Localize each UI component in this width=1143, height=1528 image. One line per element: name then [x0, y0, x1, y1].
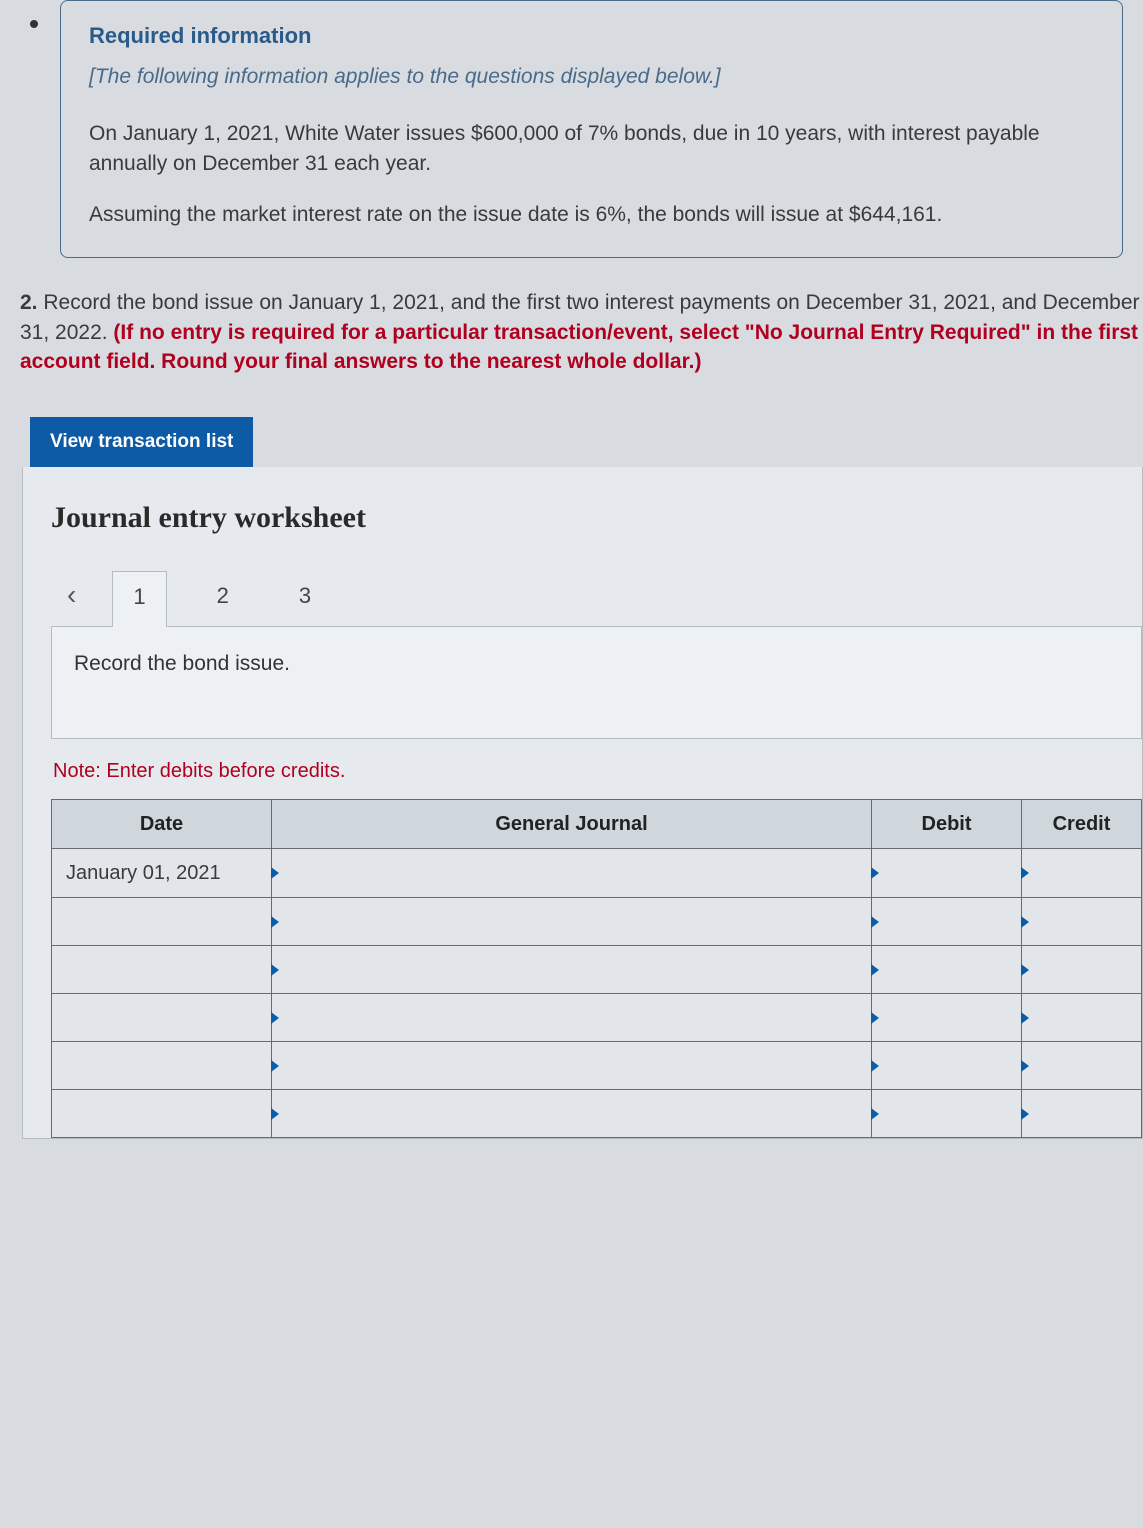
- date-cell[interactable]: [52, 898, 272, 946]
- dropdown-marker-icon: [271, 1060, 279, 1072]
- worksheet-title: Journal entry worksheet: [51, 497, 1142, 539]
- info-para-1: On January 1, 2021, White Water issues $…: [89, 119, 1094, 178]
- credit-cell[interactable]: [1022, 1042, 1142, 1090]
- credit-cell[interactable]: [1022, 898, 1142, 946]
- general-journal-cell[interactable]: [272, 1042, 872, 1090]
- debit-cell[interactable]: [872, 849, 1022, 898]
- table-row: [52, 898, 1142, 946]
- debit-cell[interactable]: [872, 1090, 1022, 1138]
- dropdown-marker-icon: [271, 867, 279, 879]
- question-number: 2.: [20, 291, 38, 314]
- debit-cell[interactable]: [872, 994, 1022, 1042]
- dropdown-marker-icon: [871, 1060, 879, 1072]
- dropdown-marker-icon: [271, 916, 279, 928]
- credit-cell[interactable]: [1022, 1090, 1142, 1138]
- dropdown-marker-icon: [271, 1012, 279, 1024]
- view-transaction-list-button[interactable]: View transaction list: [30, 417, 253, 467]
- general-journal-cell[interactable]: [272, 898, 872, 946]
- debit-cell[interactable]: [872, 1042, 1022, 1090]
- general-journal-cell[interactable]: [272, 994, 872, 1042]
- journal-worksheet-panel: Journal entry worksheet ‹ 1 2 3 Record t…: [22, 467, 1143, 1140]
- tab-entry-2[interactable]: 2: [197, 571, 249, 626]
- debit-cell[interactable]: [872, 946, 1022, 994]
- question-part-b: (If no entry is required for a particula…: [20, 321, 1138, 373]
- date-cell[interactable]: [52, 994, 272, 1042]
- table-row: January 01, 2021: [52, 849, 1142, 898]
- question-text: 2. Record the bond issue on January 1, 2…: [20, 288, 1143, 376]
- entry-description: Record the bond issue.: [51, 626, 1142, 739]
- credit-cell[interactable]: [1022, 946, 1142, 994]
- dropdown-marker-icon: [871, 964, 879, 976]
- dropdown-marker-icon: [871, 1012, 879, 1024]
- journal-entry-table: Date General Journal Debit Credit Januar…: [51, 799, 1142, 1138]
- dropdown-marker-icon: [1021, 867, 1029, 879]
- dropdown-marker-icon: [1021, 1012, 1029, 1024]
- debits-before-credits-note: Note: Enter debits before credits.: [53, 757, 1142, 785]
- info-heading: Required information: [89, 21, 1094, 52]
- col-general-journal: General Journal: [272, 800, 872, 849]
- dropdown-marker-icon: [1021, 916, 1029, 928]
- dropdown-marker-icon: [1021, 1108, 1029, 1120]
- dropdown-marker-icon: [871, 1108, 879, 1120]
- dropdown-marker-icon: [871, 916, 879, 928]
- required-info-box: Required information [The following info…: [60, 0, 1123, 258]
- general-journal-cell[interactable]: [272, 849, 872, 898]
- tab-entry-1[interactable]: 1: [112, 571, 166, 627]
- col-credit: Credit: [1022, 800, 1142, 849]
- dropdown-marker-icon: [871, 867, 879, 879]
- debit-cell[interactable]: [872, 898, 1022, 946]
- date-cell[interactable]: [52, 1090, 272, 1138]
- date-cell[interactable]: [52, 1042, 272, 1090]
- credit-cell[interactable]: [1022, 994, 1142, 1042]
- table-row: [52, 1090, 1142, 1138]
- date-cell[interactable]: January 01, 2021: [52, 849, 272, 898]
- info-para-2: Assuming the market interest rate on the…: [89, 200, 1094, 229]
- dropdown-marker-icon: [271, 964, 279, 976]
- dropdown-marker-icon: [1021, 1060, 1029, 1072]
- list-bullet: [30, 20, 38, 28]
- table-row: [52, 994, 1142, 1042]
- table-row: [52, 1042, 1142, 1090]
- info-subtitle: [The following information applies to th…: [89, 62, 1094, 91]
- table-header-row: Date General Journal Debit Credit: [52, 800, 1142, 849]
- entry-tabs: ‹ 1 2 3: [51, 567, 1142, 626]
- date-cell[interactable]: [52, 946, 272, 994]
- general-journal-cell[interactable]: [272, 1090, 872, 1138]
- general-journal-cell[interactable]: [272, 946, 872, 994]
- credit-cell[interactable]: [1022, 849, 1142, 898]
- col-date: Date: [52, 800, 272, 849]
- table-row: [52, 946, 1142, 994]
- dropdown-marker-icon: [1021, 964, 1029, 976]
- tab-entry-3[interactable]: 3: [279, 571, 331, 626]
- col-debit: Debit: [872, 800, 1022, 849]
- prev-entry-chevron-icon[interactable]: ‹: [61, 567, 82, 626]
- dropdown-marker-icon: [271, 1108, 279, 1120]
